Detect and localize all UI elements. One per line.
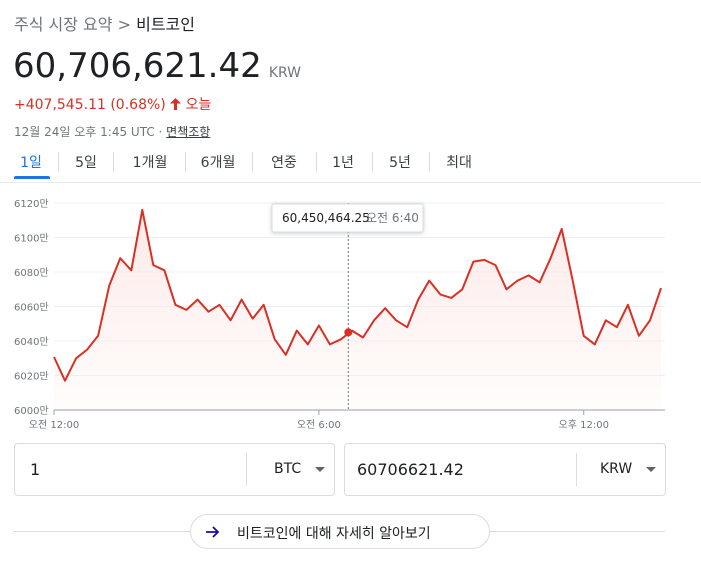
tab-separator <box>252 152 253 172</box>
tooltip-point <box>344 328 353 337</box>
active-tab-indicator <box>14 176 50 179</box>
area <box>54 209 661 410</box>
tab[interactable]: 6개월 <box>200 155 236 171</box>
currency: KRW <box>268 65 302 81</box>
disclaimer[interactable]: 면책조항 <box>166 125 211 139</box>
result-box[interactable]: 60706621.42 KRW <box>344 443 666 496</box>
y-tick-label: 6040만 <box>14 336 49 348</box>
x-tick-label: 오전 6:00 <box>297 419 341 431</box>
change-row: +407,545.11 (0.68%) 오늘 <box>14 94 211 114</box>
tab-separator <box>113 152 114 172</box>
price: 60,706,621.42 <box>13 46 262 86</box>
dropdown-caret[interactable] <box>646 467 656 472</box>
more-link[interactable]: 비트코인에 대해 자세히 알아보기 <box>237 526 431 542</box>
tooltip-time: 오전 6:40 <box>366 211 419 225</box>
tab-separator <box>185 152 186 172</box>
y-tick-label: 6020만 <box>14 371 49 383</box>
tab[interactable]: 5년 <box>389 155 411 171</box>
box-divider <box>246 453 247 486</box>
tooltip-box <box>271 203 424 233</box>
to-currency[interactable]: KRW <box>600 461 633 477</box>
x-tick-label: 오후 12:00 <box>559 419 609 431</box>
breadcrumb: 주식 시장 요약 > 비트코인 <box>14 11 195 35</box>
tab[interactable]: 연중 <box>271 155 297 171</box>
y-tick-label: 6000만 <box>14 405 49 417</box>
tab[interactable]: 5일 <box>75 155 97 171</box>
tab[interactable]: 1일 <box>20 155 42 171</box>
up-arrow <box>170 98 182 110</box>
timestamp: 12월 24일 오후 1:45 UTC · <box>14 125 163 139</box>
price-row: 60,706,621.42 KRW <box>13 46 301 86</box>
y-tick-label: 6080만 <box>14 267 49 279</box>
more-button[interactable]: 비트코인에 대해 자세히 알아보기 <box>190 514 490 549</box>
change: +407,545.11 (0.68%) <box>14 97 166 113</box>
tab[interactable]: 1년 <box>332 155 354 171</box>
period: 오늘 <box>185 97 212 113</box>
timestamp-row: 12월 24일 오후 1:45 UTC · 면책조항 <box>14 123 210 140</box>
y-tick-label: 6100만 <box>14 233 49 245</box>
tab-separator <box>316 152 317 172</box>
result[interactable]: 60706621.42 <box>357 460 464 479</box>
amount-box[interactable]: 1 BTC <box>14 443 335 496</box>
breadcrumb-separator: > <box>117 15 131 34</box>
tab[interactable]: 최대 <box>446 155 472 171</box>
tab-separator <box>58 152 59 172</box>
tab-separator <box>372 152 373 172</box>
x-tick-label: 오전 12:00 <box>29 419 79 431</box>
from-currency[interactable]: BTC <box>274 461 302 477</box>
dropdown-caret[interactable] <box>315 467 325 472</box>
tooltip-value: 60,450,464.25 <box>282 211 370 225</box>
tab[interactable]: 1개월 <box>132 155 168 171</box>
price-line <box>53 208 662 382</box>
tab-separator <box>429 152 430 172</box>
breadcrumb-current: 비트코인 <box>136 15 195 34</box>
y-tick-label: 6120만 <box>14 198 49 210</box>
y-tick-label: 6060만 <box>14 302 49 314</box>
amount[interactable]: 1 <box>30 460 41 479</box>
arrow-icon <box>206 526 220 538</box>
divider <box>0 182 701 183</box>
box-divider <box>576 453 577 486</box>
breadcrumb-parent[interactable]: 주식 시장 요약 <box>14 15 113 34</box>
